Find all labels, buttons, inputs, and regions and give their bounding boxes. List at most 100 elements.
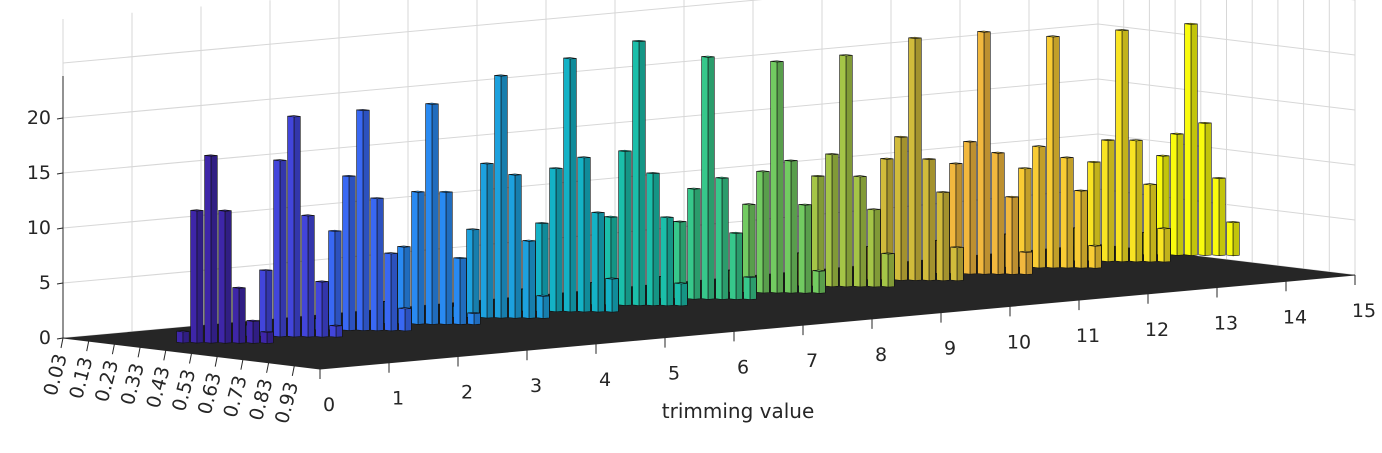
- bar-side: [252, 320, 260, 344]
- histogram-bar: [894, 135, 908, 281]
- y-tick-label: 14: [1283, 306, 1307, 328]
- bar-side: [376, 197, 384, 332]
- bar-front: [1115, 29, 1123, 263]
- histogram-bar: [825, 153, 839, 288]
- bar-side: [390, 252, 398, 332]
- histogram-bar: [729, 231, 743, 300]
- histogram-bar: [260, 330, 274, 344]
- bar-side: [942, 191, 950, 282]
- bar-side: [224, 210, 232, 344]
- histogram-bar: [618, 149, 632, 306]
- bar-side: [1121, 29, 1129, 263]
- bar-side: [196, 210, 204, 344]
- bar-front: [591, 211, 599, 313]
- bar-front: [1060, 157, 1068, 269]
- histogram-bar: [522, 239, 536, 319]
- bar-side: [638, 40, 646, 307]
- histogram-bar: [1101, 139, 1115, 263]
- bar-side: [334, 230, 342, 331]
- histogram-bar: [784, 159, 798, 294]
- bar-side: [1080, 190, 1088, 269]
- y-tick-label: 10: [1007, 331, 1031, 353]
- x-tick: [214, 356, 218, 367]
- bar-side: [1025, 251, 1033, 275]
- grid-line: [62, 133, 1356, 229]
- bar-side: [265, 269, 273, 338]
- bar-side: [473, 312, 481, 326]
- y-tick-label: 15: [1352, 300, 1376, 322]
- bar-front: [1129, 139, 1137, 263]
- y-axis-line: [319, 274, 1356, 370]
- bar-side: [735, 232, 743, 300]
- histogram-bar: [701, 55, 715, 300]
- bar-side: [210, 155, 218, 344]
- histogram-bar: [536, 294, 550, 319]
- bar-side: [969, 141, 977, 275]
- bar-side: [293, 116, 301, 338]
- histogram-bar: [246, 319, 260, 344]
- bar-front: [798, 204, 806, 294]
- bar-front: [770, 60, 778, 294]
- bar-side: [928, 158, 936, 282]
- bar-front: [1184, 23, 1192, 256]
- bar-side: [707, 56, 715, 300]
- histogram-bar: [742, 203, 756, 294]
- bar-front: [743, 276, 751, 300]
- histogram-bar: [453, 256, 467, 325]
- z-tick-label: 15: [27, 162, 51, 184]
- bar-front: [218, 210, 226, 344]
- bar-front: [660, 216, 668, 307]
- histogram-bar: [1184, 22, 1198, 256]
- histogram-bar: [508, 173, 522, 319]
- bar-front: [329, 325, 337, 338]
- x-tick: [163, 350, 167, 361]
- x-tick: [240, 359, 244, 370]
- bar-front: [480, 162, 488, 319]
- bar-front: [963, 141, 971, 275]
- histogram-bar: [632, 39, 646, 307]
- histogram-bar: [273, 159, 287, 338]
- bar-side: [417, 191, 425, 325]
- bar-front: [439, 191, 447, 325]
- z-tick: [56, 282, 64, 285]
- bar-front: [1212, 177, 1220, 257]
- y-tick-label: 11: [1076, 325, 1100, 347]
- x-tick: [266, 362, 270, 373]
- bar-side: [762, 171, 770, 294]
- bar-front: [756, 170, 764, 294]
- bar-side: [279, 159, 287, 338]
- bar-front: [605, 278, 613, 313]
- bar-front: [328, 230, 336, 331]
- bar-side: [845, 54, 853, 288]
- bar-side: [1232, 221, 1240, 257]
- bar-front: [342, 175, 350, 331]
- bar-front: [950, 246, 958, 282]
- bar-side: [680, 282, 688, 307]
- histogram-bar: [950, 246, 964, 282]
- x-tick: [111, 344, 115, 355]
- x-tick: [137, 347, 141, 358]
- histogram-bar: [204, 154, 218, 344]
- bar-side: [804, 204, 812, 294]
- bar-side: [1011, 196, 1019, 275]
- histogram-bar: [881, 252, 895, 288]
- bar-front: [536, 295, 544, 319]
- histogram-bar: [549, 167, 563, 313]
- histogram-bar: [1115, 29, 1129, 263]
- bar-front: [232, 287, 240, 344]
- bar-side: [900, 136, 908, 281]
- histogram-bar: [743, 275, 757, 300]
- bar-side: [542, 295, 550, 319]
- histogram-bar: [577, 156, 591, 313]
- histogram-bar: [1005, 195, 1019, 275]
- z-tick-label: 0: [39, 327, 51, 349]
- bar-front: [632, 40, 640, 307]
- histogram-bar: [259, 269, 273, 338]
- bar-side: [348, 175, 356, 331]
- bar-side: [693, 188, 701, 300]
- bar-side: [238, 287, 246, 344]
- bar-front: [1019, 251, 1027, 275]
- bar-front: [466, 228, 474, 319]
- bar-side: [1066, 157, 1074, 269]
